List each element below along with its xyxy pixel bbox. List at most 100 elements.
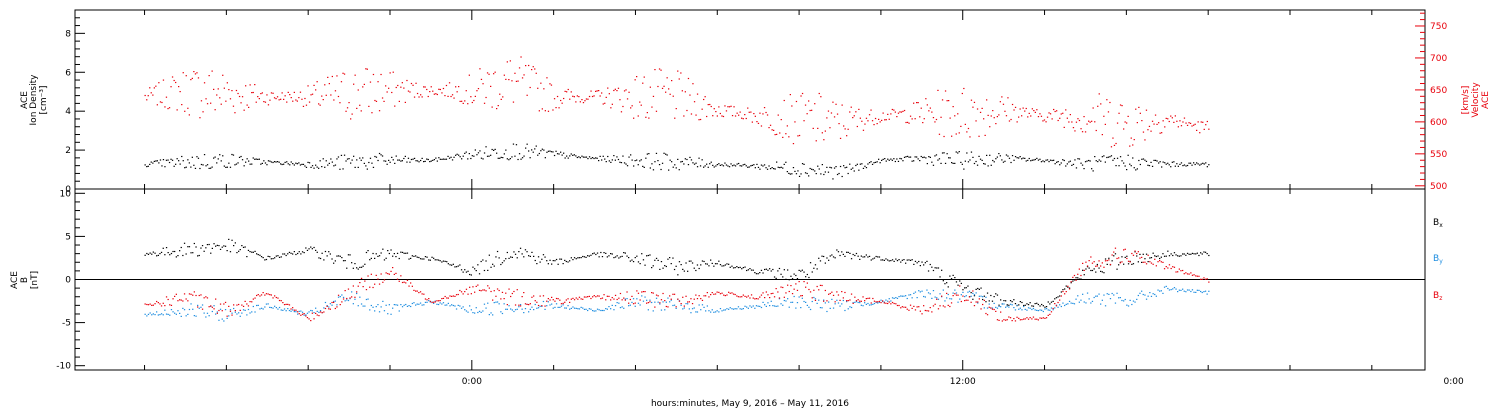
data-point [496, 301, 499, 303]
data-point [1188, 289, 1190, 291]
data-point [523, 155, 525, 157]
data-point [560, 258, 563, 260]
data-point [797, 135, 799, 137]
data-point [734, 115, 737, 117]
data-point [164, 254, 166, 256]
data-point [639, 263, 641, 265]
data-point [442, 297, 445, 299]
data-point [226, 250, 228, 252]
data-point [742, 308, 744, 310]
data-point [859, 300, 861, 302]
data-point [392, 307, 394, 309]
data-point [890, 113, 892, 115]
data-point [551, 296, 553, 298]
data-point [383, 279, 386, 281]
data-point [587, 98, 589, 100]
data-point [623, 252, 625, 254]
data-point [1141, 120, 1143, 122]
data-point [939, 305, 941, 307]
data-point [855, 252, 858, 255]
data-point [386, 91, 388, 93]
data-point [157, 254, 159, 256]
data-point [193, 242, 195, 245]
data-point [325, 160, 327, 162]
data-point [454, 266, 456, 268]
data-point [554, 300, 556, 302]
data-point [913, 102, 915, 104]
data-point [296, 163, 298, 165]
data-point [921, 261, 923, 263]
data-point [190, 166, 192, 168]
data-point [1052, 300, 1054, 302]
data-point [261, 162, 263, 164]
data-point [339, 255, 341, 257]
data-point [619, 99, 621, 101]
data-point [403, 252, 405, 254]
data-point [940, 116, 942, 118]
data-point [446, 297, 448, 299]
data-point [648, 117, 650, 119]
data-point [479, 68, 481, 70]
data-point [736, 266, 738, 268]
data-point [214, 156, 216, 158]
data-point [541, 305, 543, 307]
data-point [228, 305, 230, 307]
data-point [1148, 125, 1151, 127]
data-point [1090, 302, 1092, 304]
data-point [595, 157, 597, 159]
data-point [563, 97, 565, 100]
data-point [1065, 109, 1067, 111]
data-point [475, 270, 477, 272]
data-point [821, 132, 823, 134]
data-point [380, 154, 382, 156]
data-point [1095, 265, 1097, 267]
data-point [1098, 159, 1100, 161]
data-point [731, 308, 733, 310]
data-point [205, 165, 207, 167]
data-point [324, 84, 326, 86]
data-point [806, 172, 808, 175]
data-point [654, 161, 656, 163]
data-point [742, 118, 744, 120]
data-point [852, 302, 854, 304]
data-point [201, 308, 204, 310]
data-point [1155, 265, 1157, 267]
data-point [560, 305, 563, 307]
data-point [364, 305, 366, 307]
data-point [492, 299, 494, 301]
data-point [1077, 158, 1079, 160]
data-point [909, 259, 912, 261]
data-point [292, 253, 294, 255]
data-point [947, 286, 949, 288]
data-point [1062, 289, 1064, 291]
data-point [537, 256, 540, 258]
data-point [693, 267, 695, 269]
data-point [1113, 157, 1116, 160]
data-point [558, 107, 560, 109]
data-point [896, 158, 898, 160]
data-point [619, 161, 621, 163]
data-point [1091, 300, 1094, 302]
data-point [957, 301, 959, 303]
data-point [865, 298, 867, 300]
data-point [274, 305, 276, 307]
data-point [192, 252, 194, 254]
data-point [835, 103, 837, 105]
data-point [969, 136, 971, 138]
data-point [1208, 281, 1210, 283]
data-point [954, 277, 956, 279]
data-point [757, 166, 760, 168]
data-point [1137, 251, 1139, 253]
data-point [311, 165, 314, 167]
data-point [266, 94, 268, 96]
data-point [914, 118, 916, 120]
data-point [877, 256, 879, 258]
data-point [1123, 162, 1125, 164]
data-point [878, 158, 880, 160]
data-point [232, 105, 235, 107]
data-point [185, 166, 187, 168]
data-point [582, 156, 585, 158]
data-point [645, 157, 647, 159]
data-point [508, 288, 510, 290]
data-point [1161, 132, 1163, 134]
